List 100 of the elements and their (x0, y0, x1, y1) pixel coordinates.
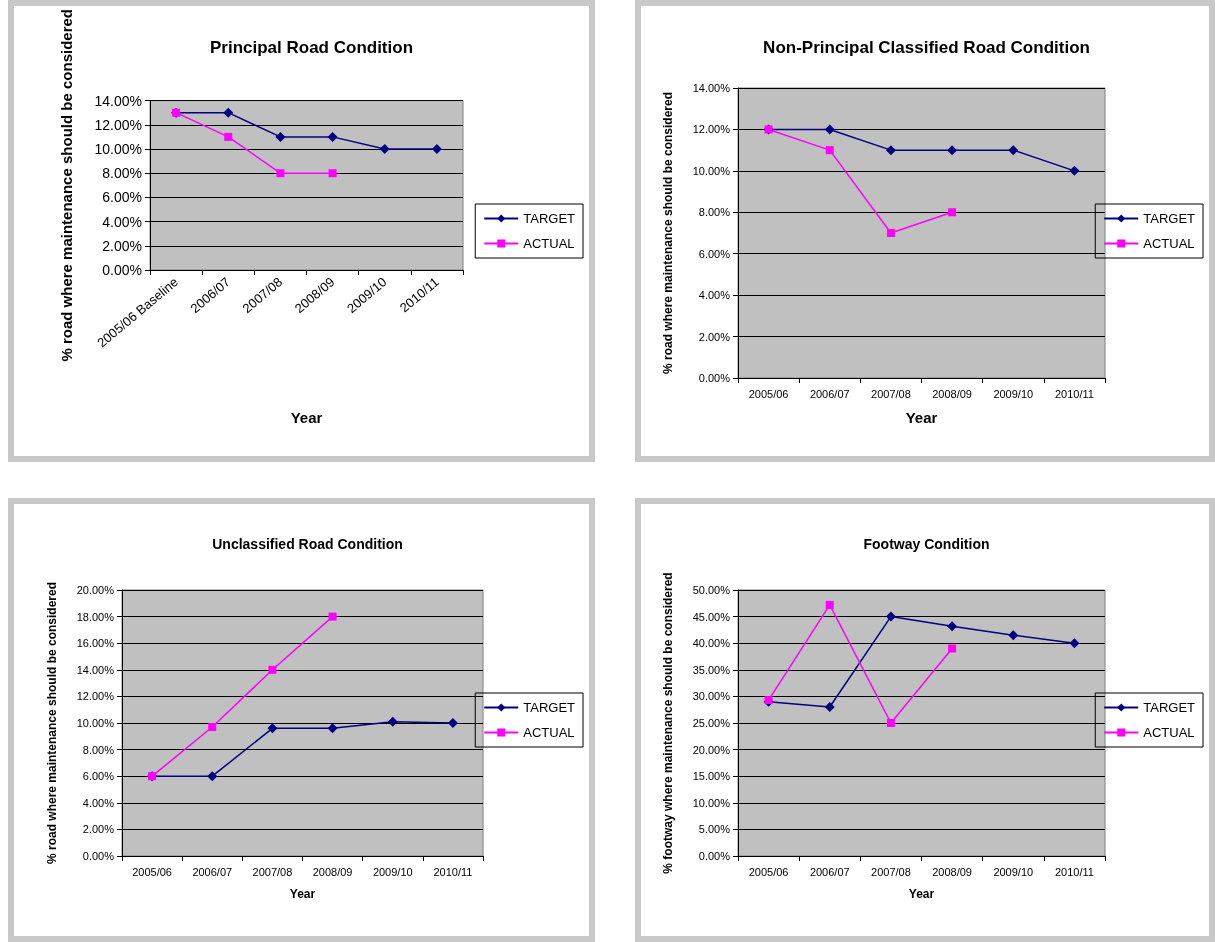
x-tick-label: 2008/09 (312, 865, 353, 878)
y-tick-label: 4.00% (82, 796, 115, 809)
point (268, 665, 277, 674)
point (327, 723, 338, 734)
y-tick-label: 10.00% (94, 140, 142, 157)
y-tick-label: 14.00% (76, 663, 115, 676)
point (328, 612, 337, 621)
x-tick-label: 2006/07 (809, 387, 850, 400)
y-tick-label: 45.00% (692, 610, 731, 623)
x-axis-title: Year (289, 887, 316, 901)
y-tick-label: 12.00% (692, 123, 731, 136)
point (223, 107, 234, 118)
x-tick-label: 2007/08 (871, 387, 911, 400)
point (1008, 145, 1019, 156)
point (947, 621, 958, 632)
x-tick-label: 2010/11 (1054, 865, 1094, 878)
legend-label: TARGET (1143, 211, 1196, 226)
y-tick-label: 2.00% (82, 823, 115, 836)
legend-label: TARGET (1143, 700, 1196, 715)
point (379, 143, 390, 154)
legend-label: ACTUAL (1143, 236, 1195, 251)
y-tick-label: 6.00% (102, 189, 142, 206)
y-tick-label: 8.00% (698, 206, 731, 219)
y-tick-label: 2.00% (102, 237, 142, 254)
x-tick-label: 2007/08 (252, 865, 293, 878)
x-axis-title: Year (908, 887, 935, 901)
point (948, 208, 957, 217)
point (328, 169, 337, 178)
point (276, 169, 285, 178)
y-tick-label: 0.00% (102, 262, 142, 278)
point (447, 718, 458, 728)
y-axis-title: % road where maintenance should be considered (45, 581, 59, 865)
y-axis-title: % footway where maintenance should be considered (661, 572, 675, 874)
x-tick-label: 2007/08 (871, 865, 911, 878)
y-tick-label: 0.00% (698, 850, 731, 862)
x-tick-label: 2006/07 (809, 865, 850, 878)
y-tick-label: 20.00% (76, 584, 115, 596)
y-tick-label: 0.00% (82, 850, 115, 862)
point (1008, 630, 1019, 641)
point (431, 143, 442, 154)
x-tick-label: 2008/09 (932, 865, 972, 878)
legend-label: ACTUAL (523, 236, 575, 251)
y-tick-label: 35.00% (692, 663, 731, 676)
y-tick-label: 0.00% (698, 372, 731, 384)
y-tick-label: 20.00% (692, 743, 731, 756)
y-tick-label: 30.00% (692, 690, 731, 703)
point (387, 716, 398, 727)
legend-label: TARGET (523, 700, 576, 715)
x-tick-label: 2005/06 (748, 387, 789, 400)
x-tick-label: 2006/07 (192, 865, 233, 878)
y-tick-label: 18.00% (76, 610, 115, 623)
y-tick-label: 25.00% (692, 717, 731, 729)
y-tick-label: 10.00% (692, 164, 731, 177)
point (275, 131, 286, 142)
y-tick-label: 12.00% (94, 116, 142, 133)
y-tick-label: 50.00% (692, 584, 731, 596)
y-axis-title: % road where maintenance should be considered (661, 91, 675, 375)
point (825, 600, 834, 609)
y-tick-label: 2.00% (698, 330, 731, 343)
y-tick-label: 4.00% (698, 289, 731, 302)
y-tick-label: 10.00% (76, 717, 115, 729)
y-tick-label: 10.00% (692, 796, 731, 809)
y-tick-label: 40.00% (692, 637, 731, 650)
point (207, 771, 218, 782)
point (327, 131, 338, 142)
point (208, 722, 217, 731)
y-tick-label: 15.00% (692, 770, 731, 783)
x-tick-label: 2010/11 (433, 865, 473, 878)
point (885, 145, 896, 156)
y-tick-label: 12.00% (76, 690, 115, 703)
chart-title: Non-Principal Classified Road Condition (763, 38, 1090, 57)
point (267, 723, 278, 734)
x-tick-label: 2009/10 (993, 387, 1034, 400)
y-tick-label: 14.00% (94, 92, 142, 109)
point (947, 145, 958, 156)
y-tick-label: 6.00% (698, 247, 731, 260)
y-tick-label: 16.00% (76, 637, 115, 650)
point (885, 611, 896, 622)
chart-title: Unclassified Road Condition (212, 536, 403, 552)
legend-label: ACTUAL (523, 725, 575, 740)
point (224, 132, 233, 141)
chart-title: Footway Condition (863, 536, 990, 552)
point (948, 644, 957, 653)
y-tick-label: 4.00% (102, 213, 142, 230)
chart-title: Principal Road Condition (209, 38, 414, 57)
point (886, 719, 895, 727)
x-tick-label: 2005/06 (132, 865, 172, 878)
legend-label: ACTUAL (1143, 725, 1195, 740)
x-axis-title: Year (290, 409, 323, 426)
point (1069, 638, 1080, 649)
x-tick-label: 2009/10 (372, 865, 413, 878)
point (825, 146, 834, 155)
x-axis-title: Year (905, 409, 938, 426)
point (824, 702, 835, 713)
legend-label: TARGET (523, 211, 576, 226)
y-tick-label: 8.00% (102, 165, 142, 182)
point (824, 124, 835, 135)
y-tick-label: 14.00% (692, 82, 731, 94)
y-tick-label: 5.00% (698, 823, 731, 836)
y-tick-label: 8.00% (82, 743, 115, 756)
